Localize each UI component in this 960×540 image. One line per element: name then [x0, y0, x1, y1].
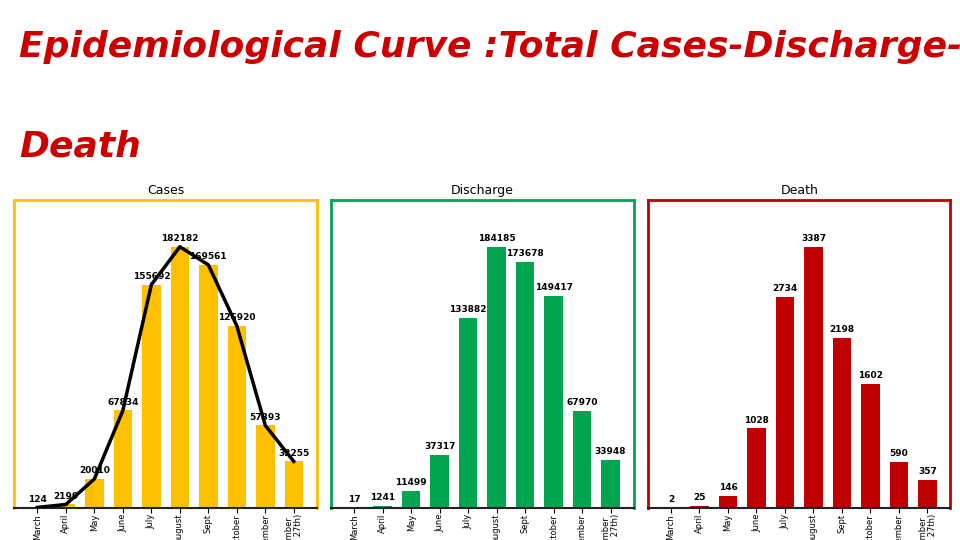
Bar: [142, 285, 160, 508]
Text: 67970: 67970: [566, 399, 598, 407]
Bar: [402, 491, 420, 508]
Bar: [284, 461, 303, 508]
Text: 126920: 126920: [218, 313, 255, 322]
Bar: [459, 318, 477, 508]
Bar: [373, 506, 392, 508]
Text: Death: Death: [19, 130, 141, 164]
Text: 155692: 155692: [132, 272, 170, 281]
Text: 1028: 1028: [744, 415, 769, 424]
Text: 17: 17: [348, 495, 361, 504]
Bar: [488, 247, 506, 508]
Text: 20010: 20010: [79, 466, 109, 475]
Bar: [85, 479, 104, 508]
Bar: [430, 455, 449, 508]
Text: 57393: 57393: [250, 413, 281, 422]
Text: 32255: 32255: [278, 449, 309, 457]
Text: 133882: 133882: [449, 305, 487, 314]
Bar: [918, 480, 937, 508]
Bar: [747, 428, 766, 508]
Bar: [573, 411, 591, 508]
Text: 2198: 2198: [829, 326, 854, 334]
Title: Death: Death: [780, 184, 818, 197]
Bar: [544, 296, 563, 508]
Text: 590: 590: [890, 449, 908, 458]
Title: Discharge: Discharge: [451, 184, 514, 197]
Text: 357: 357: [918, 467, 937, 476]
Bar: [228, 326, 246, 508]
Bar: [690, 505, 708, 508]
Bar: [199, 265, 218, 508]
Bar: [57, 504, 75, 508]
Text: 173678: 173678: [506, 249, 544, 258]
Bar: [832, 339, 852, 508]
Text: 2199: 2199: [53, 491, 79, 501]
Bar: [890, 462, 908, 508]
Bar: [719, 496, 737, 508]
Text: 37317: 37317: [424, 442, 455, 451]
Bar: [171, 247, 189, 508]
Title: Cases: Cases: [147, 184, 184, 197]
Text: 2: 2: [668, 495, 674, 503]
Text: 182182: 182182: [161, 234, 199, 243]
Text: 1602: 1602: [858, 372, 883, 380]
Text: 169561: 169561: [189, 252, 228, 261]
Text: 2734: 2734: [773, 284, 798, 293]
Text: 149417: 149417: [535, 283, 572, 292]
Text: Epidemiological Curve :Total Cases-Discharge-: Epidemiological Curve :Total Cases-Disch…: [19, 30, 960, 64]
Text: 1241: 1241: [371, 493, 396, 502]
Bar: [516, 262, 535, 508]
Bar: [601, 460, 620, 508]
Bar: [113, 410, 132, 508]
Text: 146: 146: [718, 483, 737, 492]
Bar: [804, 247, 823, 508]
Text: 25: 25: [693, 493, 706, 502]
Text: 11499: 11499: [396, 478, 427, 488]
Text: 67834: 67834: [108, 397, 138, 407]
Text: 33948: 33948: [595, 447, 626, 456]
Text: 124: 124: [28, 495, 47, 503]
Bar: [861, 384, 879, 508]
Bar: [776, 297, 794, 508]
Text: 3387: 3387: [801, 234, 826, 243]
Bar: [256, 426, 275, 508]
Text: 184185: 184185: [478, 234, 516, 243]
